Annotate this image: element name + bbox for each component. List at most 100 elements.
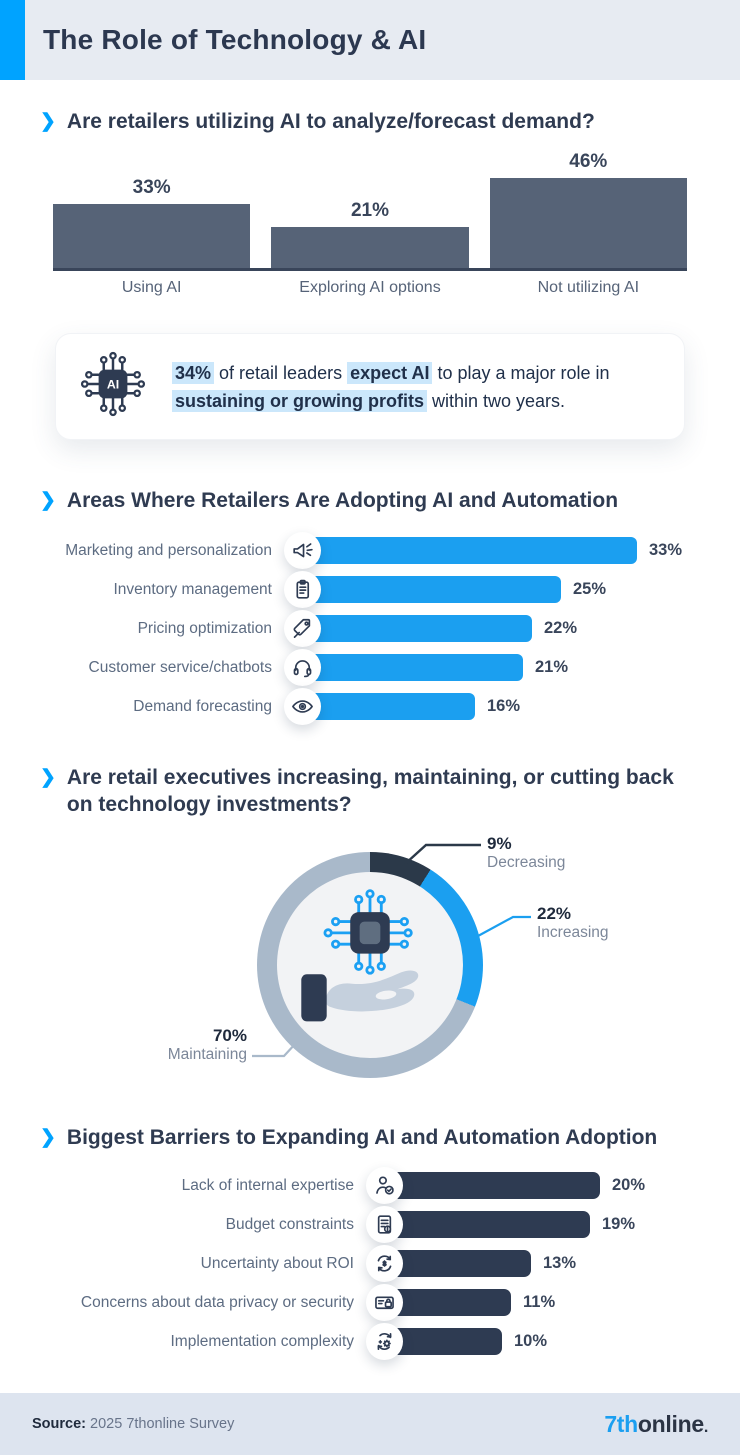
bar-value-label: 11% xyxy=(523,1293,556,1311)
bar-category-label: Pricing optimization xyxy=(137,619,272,637)
bar-value-label: 46% xyxy=(569,151,608,172)
page-title: The Role of Technology & AI xyxy=(43,24,427,55)
chevron-icon: ❯ xyxy=(40,767,56,788)
highlighted-stat-text: sustaining or growing profits xyxy=(172,389,427,412)
bar-chart-axis-labels: Using AI Exploring AI options Not utilizin… xyxy=(53,279,687,297)
bar-row: Implementation complexity 10% xyxy=(0,1322,740,1361)
chevron-icon: ❯ xyxy=(40,111,56,132)
bar-value-label: 33% xyxy=(132,177,171,198)
eye-icon xyxy=(284,688,321,725)
bar-value-label: 20% xyxy=(612,1176,646,1194)
bar-category-label: Concerns about data privacy or security xyxy=(80,1293,354,1311)
donut-label-name: Increasing xyxy=(537,924,609,941)
stat-callout-text: 34% of retail leaders expect AI to play … xyxy=(172,359,658,415)
roi-icon xyxy=(366,1245,403,1282)
bar-category-label: Exploring AI options xyxy=(299,279,441,296)
clipboard-icon xyxy=(284,571,321,608)
bar-category-label: Demand forecasting xyxy=(133,697,272,715)
callout-line-increasing xyxy=(477,915,531,937)
bar xyxy=(385,1328,502,1355)
bar xyxy=(303,693,475,720)
headset-icon xyxy=(284,649,321,686)
header-accent-bar xyxy=(0,0,25,80)
section-heading-ai-usage: ❯ Are retailers utilizing AI to analyze/… xyxy=(0,108,740,135)
section-heading-adoption-areas: ❯ Areas Where Retailers Are Adopting AI … xyxy=(0,487,740,514)
ai-chip-icon: AI xyxy=(76,347,150,426)
logo-part-online: online xyxy=(637,1410,704,1437)
bar xyxy=(385,1250,531,1277)
barriers-bar-chart: Lack of internal expertise 20% Budget cons… xyxy=(0,1166,740,1361)
price-tag-icon xyxy=(284,610,321,647)
bar xyxy=(303,576,561,603)
stat-callout-card: AI 34% of retail leaders expect AI to pl… xyxy=(55,333,685,440)
bar-category-label: Implementation complexity xyxy=(170,1332,355,1350)
section-heading-barriers: ❯ Biggest Barriers to Expanding AI and A… xyxy=(0,1124,740,1151)
donut-label-name: Maintaining xyxy=(167,1046,247,1063)
donut-label-maintaining: 70% Maintaining xyxy=(168,1026,247,1064)
bar xyxy=(303,654,523,681)
bar-column: 46% xyxy=(489,151,687,268)
bar xyxy=(489,178,687,268)
bar xyxy=(271,227,469,268)
bar-row: Customer service/chatbots 21% xyxy=(0,648,740,687)
vertical-bar-chart: 33% 21% 46% Using AI Exploring AI options No… xyxy=(53,151,687,297)
donut-label-value: 22% xyxy=(537,904,572,923)
bar-row: Budget constraints 19% xyxy=(0,1205,740,1244)
section-heading-investments: ❯ Are retail executives increasing, main… xyxy=(0,764,740,818)
bar-row: Inventory management 25% xyxy=(0,570,740,609)
bar xyxy=(385,1172,600,1199)
bar-category-label: Not utilizing AI xyxy=(537,279,640,296)
footer: Source: 2025 7thonline Survey 7thonline. xyxy=(0,1393,740,1455)
donut-chart-center xyxy=(277,872,463,1058)
section-heading-text: Biggest Barriers to Expanding AI and Aut… xyxy=(66,1126,658,1149)
source-text: 2025 7thonline Survey xyxy=(90,1416,235,1432)
person-check-icon xyxy=(366,1167,403,1204)
bar-category-label: Customer service/chatbots xyxy=(88,658,273,676)
donut-label-value: 70% xyxy=(212,1026,247,1045)
chevron-icon: ❯ xyxy=(40,490,56,511)
bar xyxy=(385,1289,511,1316)
section-heading-text: Are retail executives increasing, mainta… xyxy=(66,766,674,816)
svg-text:AI: AI xyxy=(107,378,119,392)
bar-column: 33% xyxy=(53,177,251,268)
bar xyxy=(303,615,532,642)
megaphone-icon xyxy=(284,532,321,569)
bar-category-label: Inventory management xyxy=(113,580,272,598)
bar-row: Uncertainty about ROI 13% xyxy=(0,1244,740,1283)
bar-row: Lack of internal expertise 20% xyxy=(0,1166,740,1205)
source-label: Source: xyxy=(32,1416,86,1432)
bar-value-label: 21% xyxy=(535,658,569,676)
bar-value-label: 33% xyxy=(649,541,683,559)
section-heading-text: Are retailers utilizing AI to analyze/fo… xyxy=(66,110,595,133)
highlighted-stat-text: expect AI xyxy=(347,361,433,384)
bar xyxy=(385,1211,590,1238)
budget-document-icon xyxy=(366,1206,403,1243)
bar-value-label: 22% xyxy=(544,619,578,637)
bar xyxy=(53,204,251,268)
donut-chart-area: 9% Decreasing 22% Increasing 70% Maintai… xyxy=(0,832,740,1100)
header: The Role of Technology & AI xyxy=(0,0,740,80)
bar-chart-plot-area: 33% 21% 46% xyxy=(53,151,687,271)
source-line: Source: 2025 7thonline Survey xyxy=(32,1416,234,1432)
bar-row: Concerns about data privacy or security 1… xyxy=(0,1283,740,1322)
bar-value-label: 16% xyxy=(487,697,521,715)
bar-row: Demand forecasting 16% xyxy=(0,687,740,726)
bar-column: 21% xyxy=(271,200,469,268)
privacy-card-icon xyxy=(366,1284,403,1321)
adoption-areas-bar-chart: Marketing and personalization 33% Inventor… xyxy=(0,531,740,726)
bar-value-label: 21% xyxy=(350,200,389,221)
bar-category-label: Marketing and personalization xyxy=(65,541,272,559)
bar-category-label: Uncertainty about ROI xyxy=(200,1254,354,1272)
stat-text: within two years. xyxy=(427,390,566,411)
bar-value-label: 13% xyxy=(543,1254,577,1272)
bar-category-label: Budget constraints xyxy=(225,1215,354,1233)
stat-text: to play a major role in xyxy=(432,362,610,383)
brand-logo: 7thonline. xyxy=(604,1411,708,1438)
bar-category-label: Using AI xyxy=(121,279,182,296)
bar-category-label: Lack of internal expertise xyxy=(181,1176,354,1194)
bar-row: Marketing and personalization 33% xyxy=(0,531,740,570)
donut-label-decreasing: 9% Decreasing xyxy=(487,834,565,872)
complexity-gear-icon xyxy=(366,1323,403,1360)
logo-dot: . xyxy=(703,1418,708,1436)
